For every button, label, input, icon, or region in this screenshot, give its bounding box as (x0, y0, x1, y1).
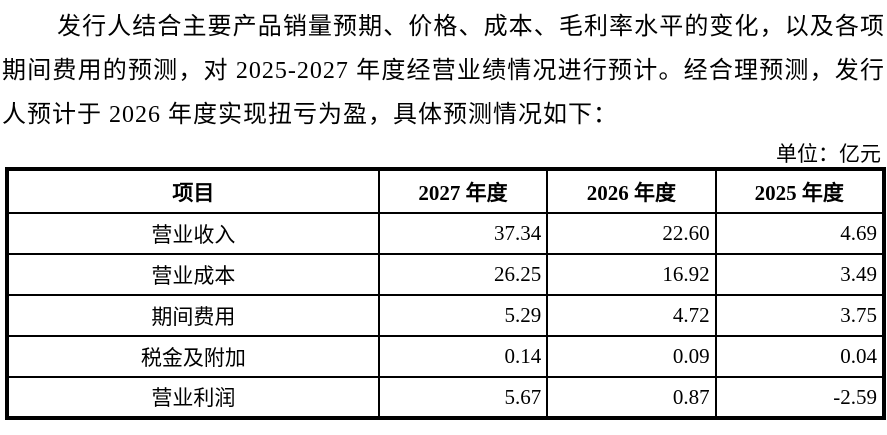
cell-value-2027: 37.34 (377, 212, 549, 255)
row-item-label: 税金及附加 (6, 335, 380, 378)
table-row-operating-revenue: 营业收入 37.34 22.60 4.69 (6, 212, 886, 255)
cell-value-2025: 4.69 (714, 212, 886, 255)
document-page: 发行人结合主要产品销量预期、价格、成本、毛利率水平的变化，以及各项期间费用的预测… (2, 14, 886, 420)
unit-label: 单位：亿元 (776, 142, 881, 166)
cell-value-2026: 4.72 (546, 294, 717, 337)
table-row-operating-profit: 营业利润 5.67 0.87 -2.59 (6, 376, 886, 419)
cell-value-2026: 0.09 (546, 335, 717, 378)
cell-value-2025: 0.04 (714, 335, 886, 378)
forecast-table: 项目 2027 年度 2026 年度 2025 年度 营业收入 37.34 22… (5, 167, 886, 420)
cell-value-2027: 5.67 (377, 376, 549, 419)
cell-value-2025: -2.59 (714, 376, 886, 419)
row-item-label: 营业收入 (6, 212, 380, 255)
cell-value-2027: 26.25 (377, 253, 549, 296)
body-paragraph: 发行人结合主要产品销量预期、价格、成本、毛利率水平的变化，以及各项期间费用的预测… (2, 14, 885, 128)
header-year-2026: 2026 年度 (546, 168, 717, 214)
table-row-period-expenses: 期间费用 5.29 4.72 3.75 (6, 294, 886, 337)
cell-value-2025: 3.49 (714, 253, 886, 296)
table-row-operating-cost: 营业成本 26.25 16.92 3.49 (6, 253, 886, 296)
header-year-2027: 2027 年度 (377, 168, 549, 214)
row-item-label: 营业成本 (6, 253, 380, 296)
table-header-row: 项目 2027 年度 2026 年度 2025 年度 (6, 168, 886, 214)
cell-value-2027: 5.29 (377, 294, 549, 337)
cell-value-2025: 3.75 (714, 294, 886, 337)
cell-value-2027: 0.14 (377, 335, 549, 378)
cell-value-2026: 22.60 (546, 212, 717, 255)
row-item-label: 期间费用 (6, 294, 380, 337)
header-item-column: 项目 (6, 168, 380, 214)
header-year-2025: 2025 年度 (714, 168, 886, 214)
cell-value-2026: 16.92 (546, 253, 717, 296)
cell-value-2026: 0.87 (546, 376, 717, 419)
row-item-label: 营业利润 (6, 376, 380, 419)
table-row-taxes-surcharges: 税金及附加 0.14 0.09 0.04 (6, 335, 886, 378)
